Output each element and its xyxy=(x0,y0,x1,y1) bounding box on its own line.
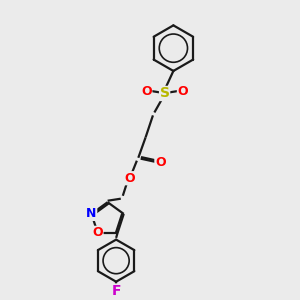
Text: F: F xyxy=(111,284,121,298)
Text: O: O xyxy=(92,226,103,239)
Text: O: O xyxy=(124,172,135,185)
Text: N: N xyxy=(86,207,97,220)
Text: S: S xyxy=(160,86,170,100)
Text: O: O xyxy=(177,85,188,98)
Text: O: O xyxy=(141,85,152,98)
Text: O: O xyxy=(155,156,166,169)
